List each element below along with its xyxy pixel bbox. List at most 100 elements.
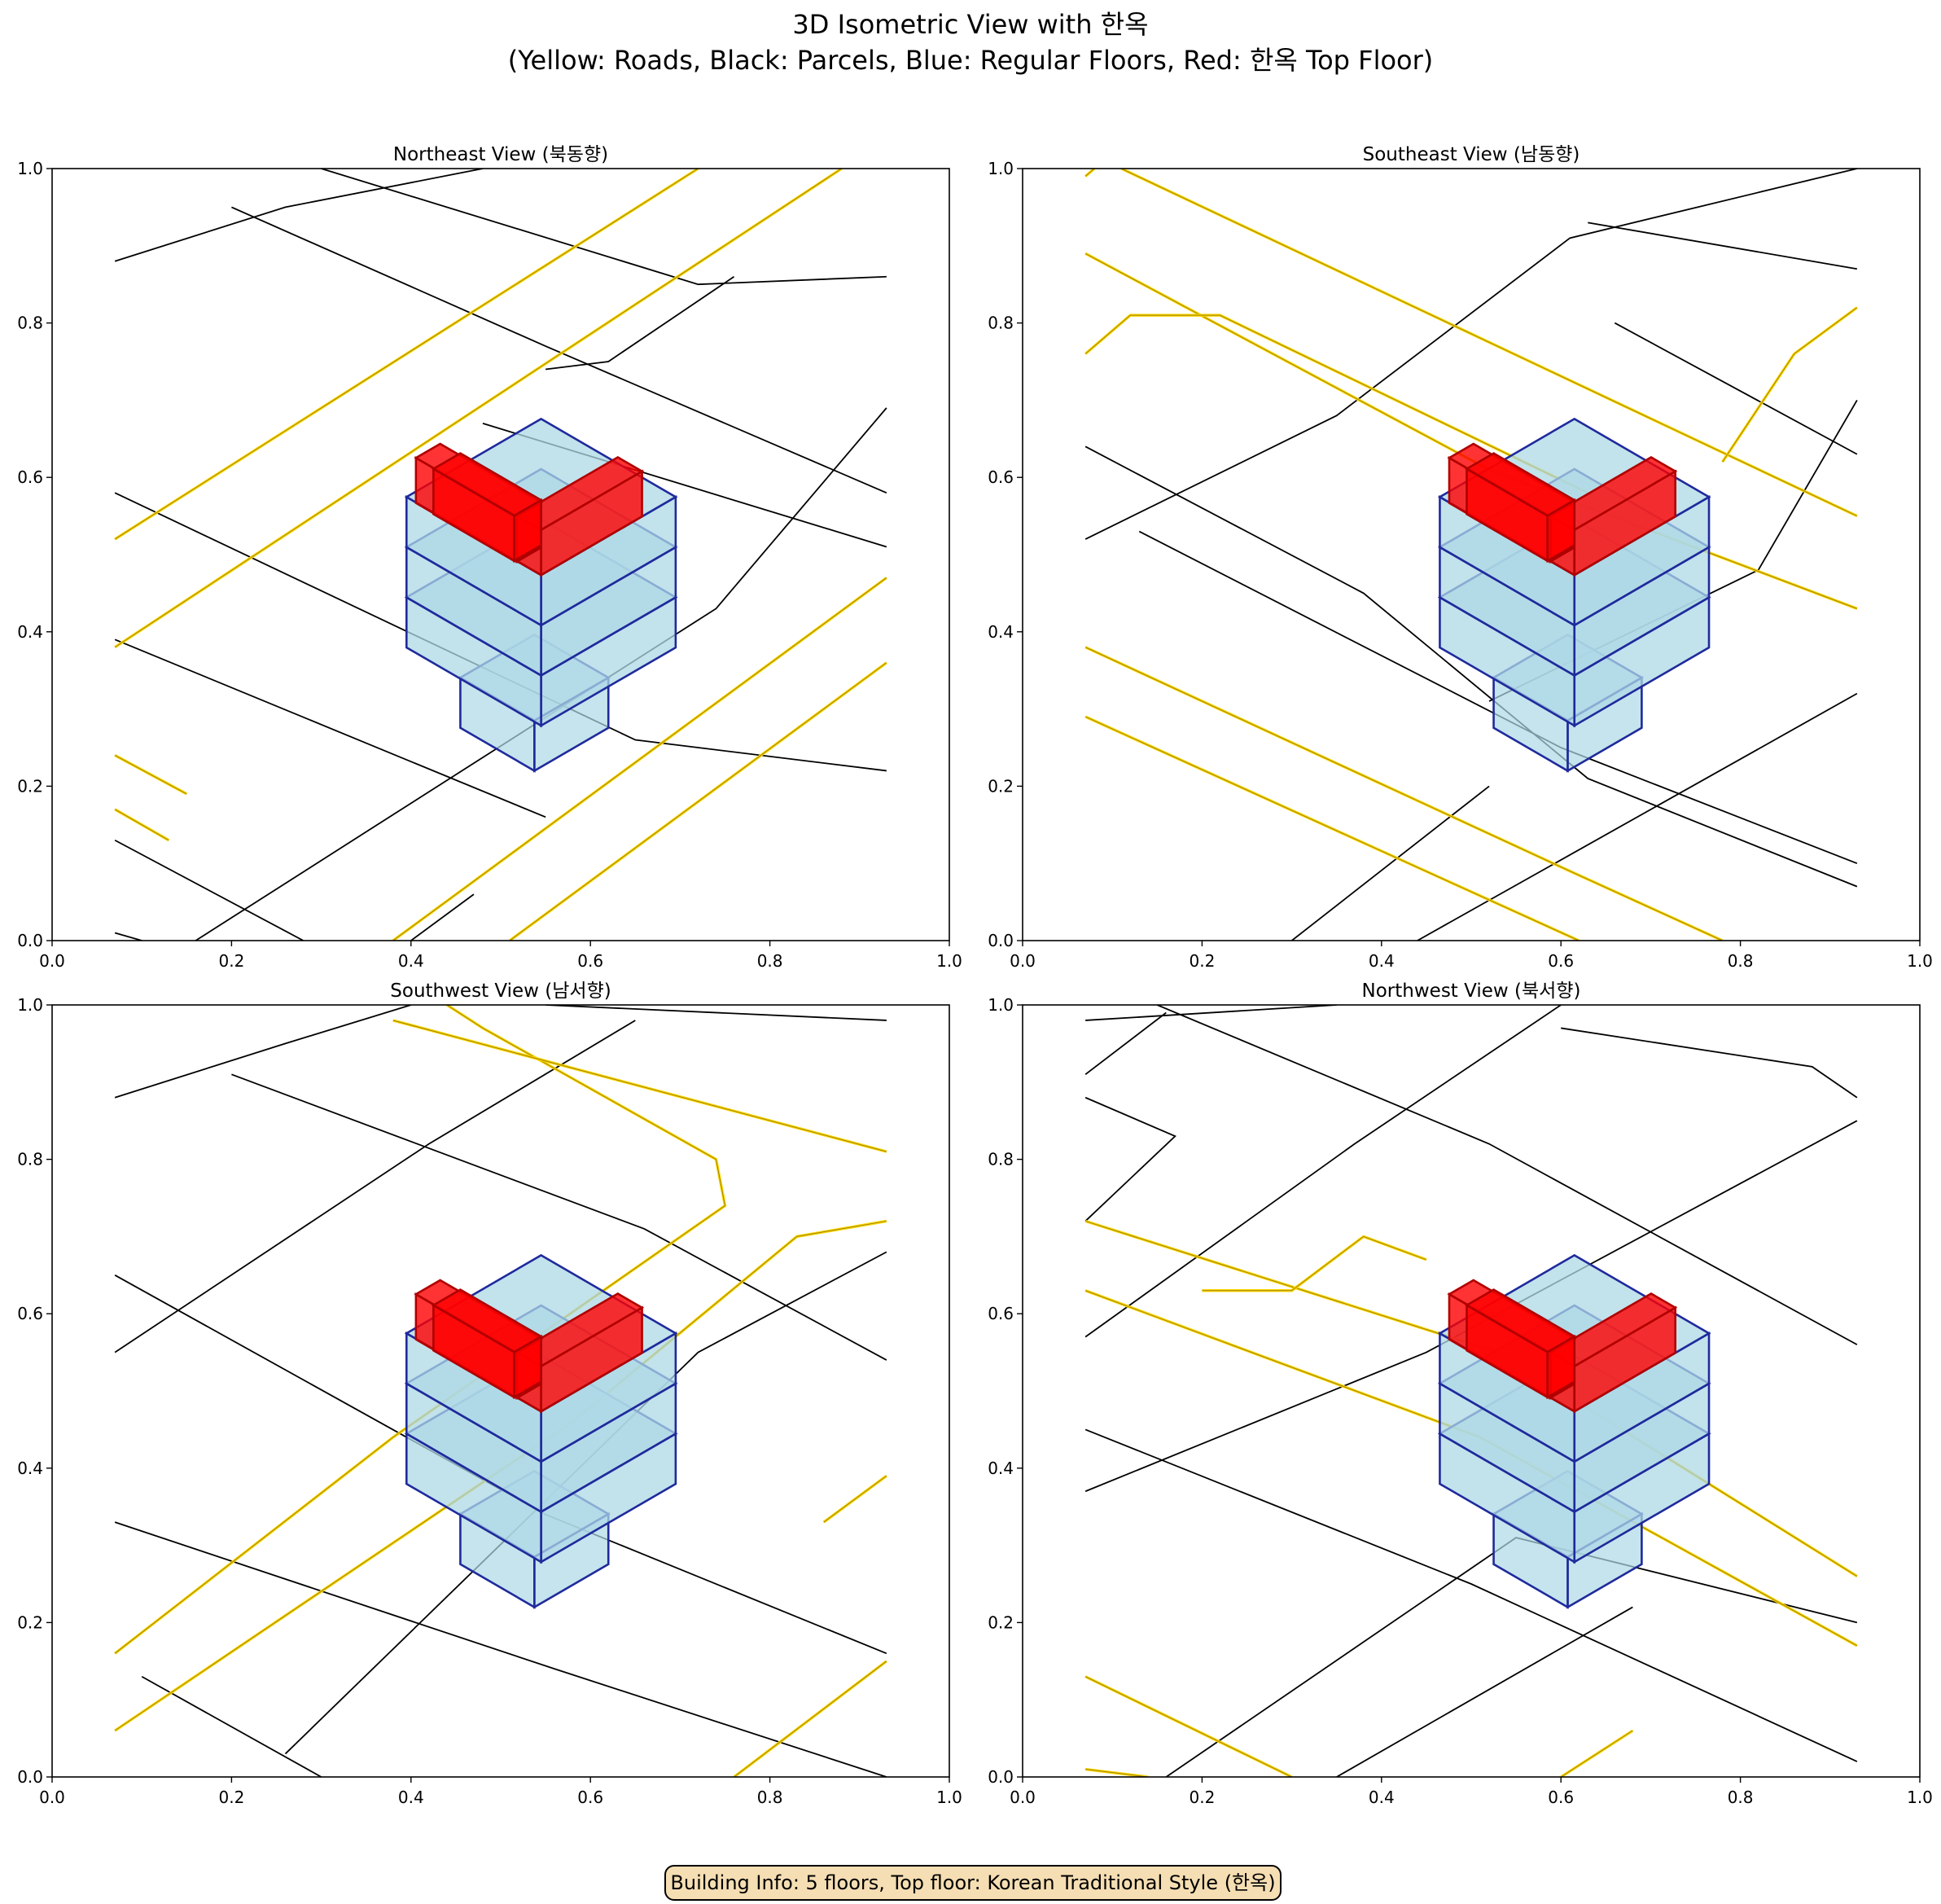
- axes-frame: [51, 1004, 950, 1778]
- y-tick-label: 0.6: [988, 467, 1014, 487]
- y-tick-label: 0.6: [17, 1304, 43, 1323]
- parcel-line: [1084, 1096, 1176, 1222]
- x-tick-label: 0.4: [1369, 1788, 1395, 1807]
- road-line: [1202, 1235, 1427, 1292]
- figure-title-line1: 3D Isometric View with 한옥: [792, 9, 1149, 40]
- x-tick-label: 0.2: [1189, 1788, 1215, 1807]
- panel-2: Southeast View (남동향) 0.0 0.2 0.4 0.6 0.8 1.0 0.…: [988, 144, 1933, 971]
- parcel-line: [231, 1073, 887, 1361]
- parcel-line: [1084, 1428, 1858, 1762]
- map-scene: [1084, 1005, 1858, 1777]
- y-tick-label: 0.2: [988, 1612, 1014, 1632]
- y-tick-label: 1.0: [988, 995, 1014, 1015]
- parcel-line: [545, 275, 735, 371]
- y-tick-label: 0.8: [988, 314, 1014, 333]
- x-tick-label: 0.8: [1728, 1788, 1754, 1807]
- figure-title: 3D Isometric View with 한옥 (Yellow: Roads…: [0, 7, 1941, 78]
- parcel-line: [1336, 1606, 1633, 1777]
- road-edge-line: [114, 809, 169, 841]
- x-tick-label: 1.0: [1907, 1788, 1933, 1807]
- x-tick-label: 1.0: [1907, 951, 1933, 971]
- y-tick-label: 0.8: [17, 1150, 43, 1169]
- hanok-top-floor: [431, 452, 544, 517]
- road-edge-line: [1121, 169, 1858, 517]
- building: [1437, 417, 1711, 773]
- road-edge-line: [114, 1005, 726, 1654]
- x-tick-label: 0.4: [398, 1788, 424, 1807]
- panel-title: Northwest View (북서향): [1362, 981, 1581, 1002]
- y-tick-label: 0.4: [988, 1459, 1014, 1478]
- road-edge-line: [114, 169, 843, 648]
- hanok-top-floor: [1464, 1288, 1577, 1353]
- x-tick-label: 0.2: [1189, 951, 1215, 971]
- road-edge-line: [1084, 314, 1588, 494]
- figure-title-line2: (Yellow: Roads, Black: Parcels, Blue: Re…: [507, 45, 1434, 76]
- y-tick-label: 0.0: [17, 1767, 43, 1787]
- parcel-line: [114, 839, 304, 941]
- y-tick-label: 0.8: [988, 1150, 1014, 1169]
- x-tick-label: 0.2: [218, 951, 244, 971]
- panel-1: Northeast View (북동향) 0.0 0.2 0.4 0.6 0.8 1.0 0.…: [17, 144, 962, 971]
- y-tick-label: 0.2: [17, 1612, 43, 1632]
- y-tick-label: 0.0: [988, 931, 1014, 950]
- parcel-line: [195, 407, 887, 941]
- building-info-box: Building Info: 5 floors, Top floor: Kore…: [664, 1865, 1282, 1901]
- hanok-top-floor: [1464, 452, 1577, 517]
- y-tick-label: 0.0: [17, 931, 43, 950]
- parcel-line: [141, 1675, 322, 1777]
- parcel-line: [1085, 1005, 1337, 1021]
- y-tick-label: 0.0: [988, 1767, 1014, 1787]
- axes-frame: [1022, 168, 1921, 941]
- road-edge-line: [392, 1020, 887, 1152]
- parcel-line: [545, 1005, 887, 1021]
- x-tick-label: 0.8: [757, 1788, 783, 1807]
- x-tick-label: 0.0: [1010, 1788, 1036, 1807]
- parcel-line: [114, 932, 142, 941]
- parcel-line: [1084, 1011, 1167, 1076]
- y-tick-label: 0.6: [17, 467, 43, 487]
- parcel-line: [231, 206, 887, 494]
- parcel-line: [114, 492, 887, 772]
- road-edge-line: [1202, 1235, 1427, 1292]
- y-tick-label: 0.8: [17, 314, 43, 333]
- x-tick-label: 0.8: [1728, 951, 1754, 971]
- x-tick-label: 0.2: [218, 1788, 244, 1807]
- road-edge-line: [114, 169, 699, 540]
- map-scene: [114, 169, 887, 941]
- x-tick-label: 1.0: [936, 1788, 962, 1807]
- hanok-top-floor: [431, 1288, 544, 1353]
- parcel-line: [1588, 222, 1858, 270]
- y-tick-label: 0.2: [17, 776, 43, 796]
- y-tick-label: 1.0: [17, 159, 43, 178]
- y-tick-label: 1.0: [17, 995, 43, 1015]
- x-tick-label: 0.6: [1548, 951, 1574, 971]
- road-edge-line: [509, 662, 887, 941]
- road-edge-line: [1084, 169, 1095, 177]
- parcel-line: [114, 638, 546, 818]
- road-edge-line: [734, 1661, 887, 1777]
- map-scene: [114, 1005, 887, 1777]
- road-line: [1721, 306, 1858, 463]
- axes-frame: [51, 168, 950, 941]
- parcel-line: [1561, 1027, 1858, 1099]
- panel-4: Northwest View (북서향) 0.0 0.2 0.4 0.6 0.8 1.0 0.…: [988, 981, 1933, 1807]
- x-tick-label: 0.8: [757, 951, 783, 971]
- x-tick-label: 0.4: [398, 951, 424, 971]
- x-tick-label: 0.6: [1548, 1788, 1574, 1807]
- road-edge-line: [1084, 647, 1723, 941]
- x-tick-label: 0.4: [1369, 951, 1395, 971]
- parcel-line: [1084, 445, 1858, 888]
- road-edge-line: [1084, 1676, 1292, 1777]
- parcel-line: [1084, 1005, 1562, 1338]
- road-edge-line: [114, 1220, 887, 1731]
- y-tick-label: 0.4: [17, 622, 43, 642]
- road-edge-line: [392, 577, 887, 941]
- parcel-line: [284, 1251, 887, 1755]
- x-tick-label: 0.6: [577, 1788, 603, 1807]
- y-tick-label: 0.4: [17, 1459, 43, 1478]
- parcel-line: [114, 169, 484, 262]
- panel-title: Northeast View (북동향): [393, 144, 608, 165]
- building: [404, 417, 678, 773]
- parcel-line: [1156, 1005, 1858, 1345]
